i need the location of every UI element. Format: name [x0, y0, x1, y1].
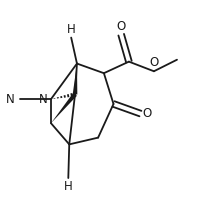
Text: O: O	[149, 56, 159, 69]
Text: N: N	[6, 93, 14, 106]
Text: O: O	[143, 107, 152, 120]
Text: H: H	[64, 180, 73, 193]
Text: O: O	[117, 20, 126, 33]
Text: N: N	[39, 93, 47, 106]
Text: H: H	[67, 23, 76, 36]
Polygon shape	[73, 64, 77, 95]
Polygon shape	[51, 93, 77, 123]
